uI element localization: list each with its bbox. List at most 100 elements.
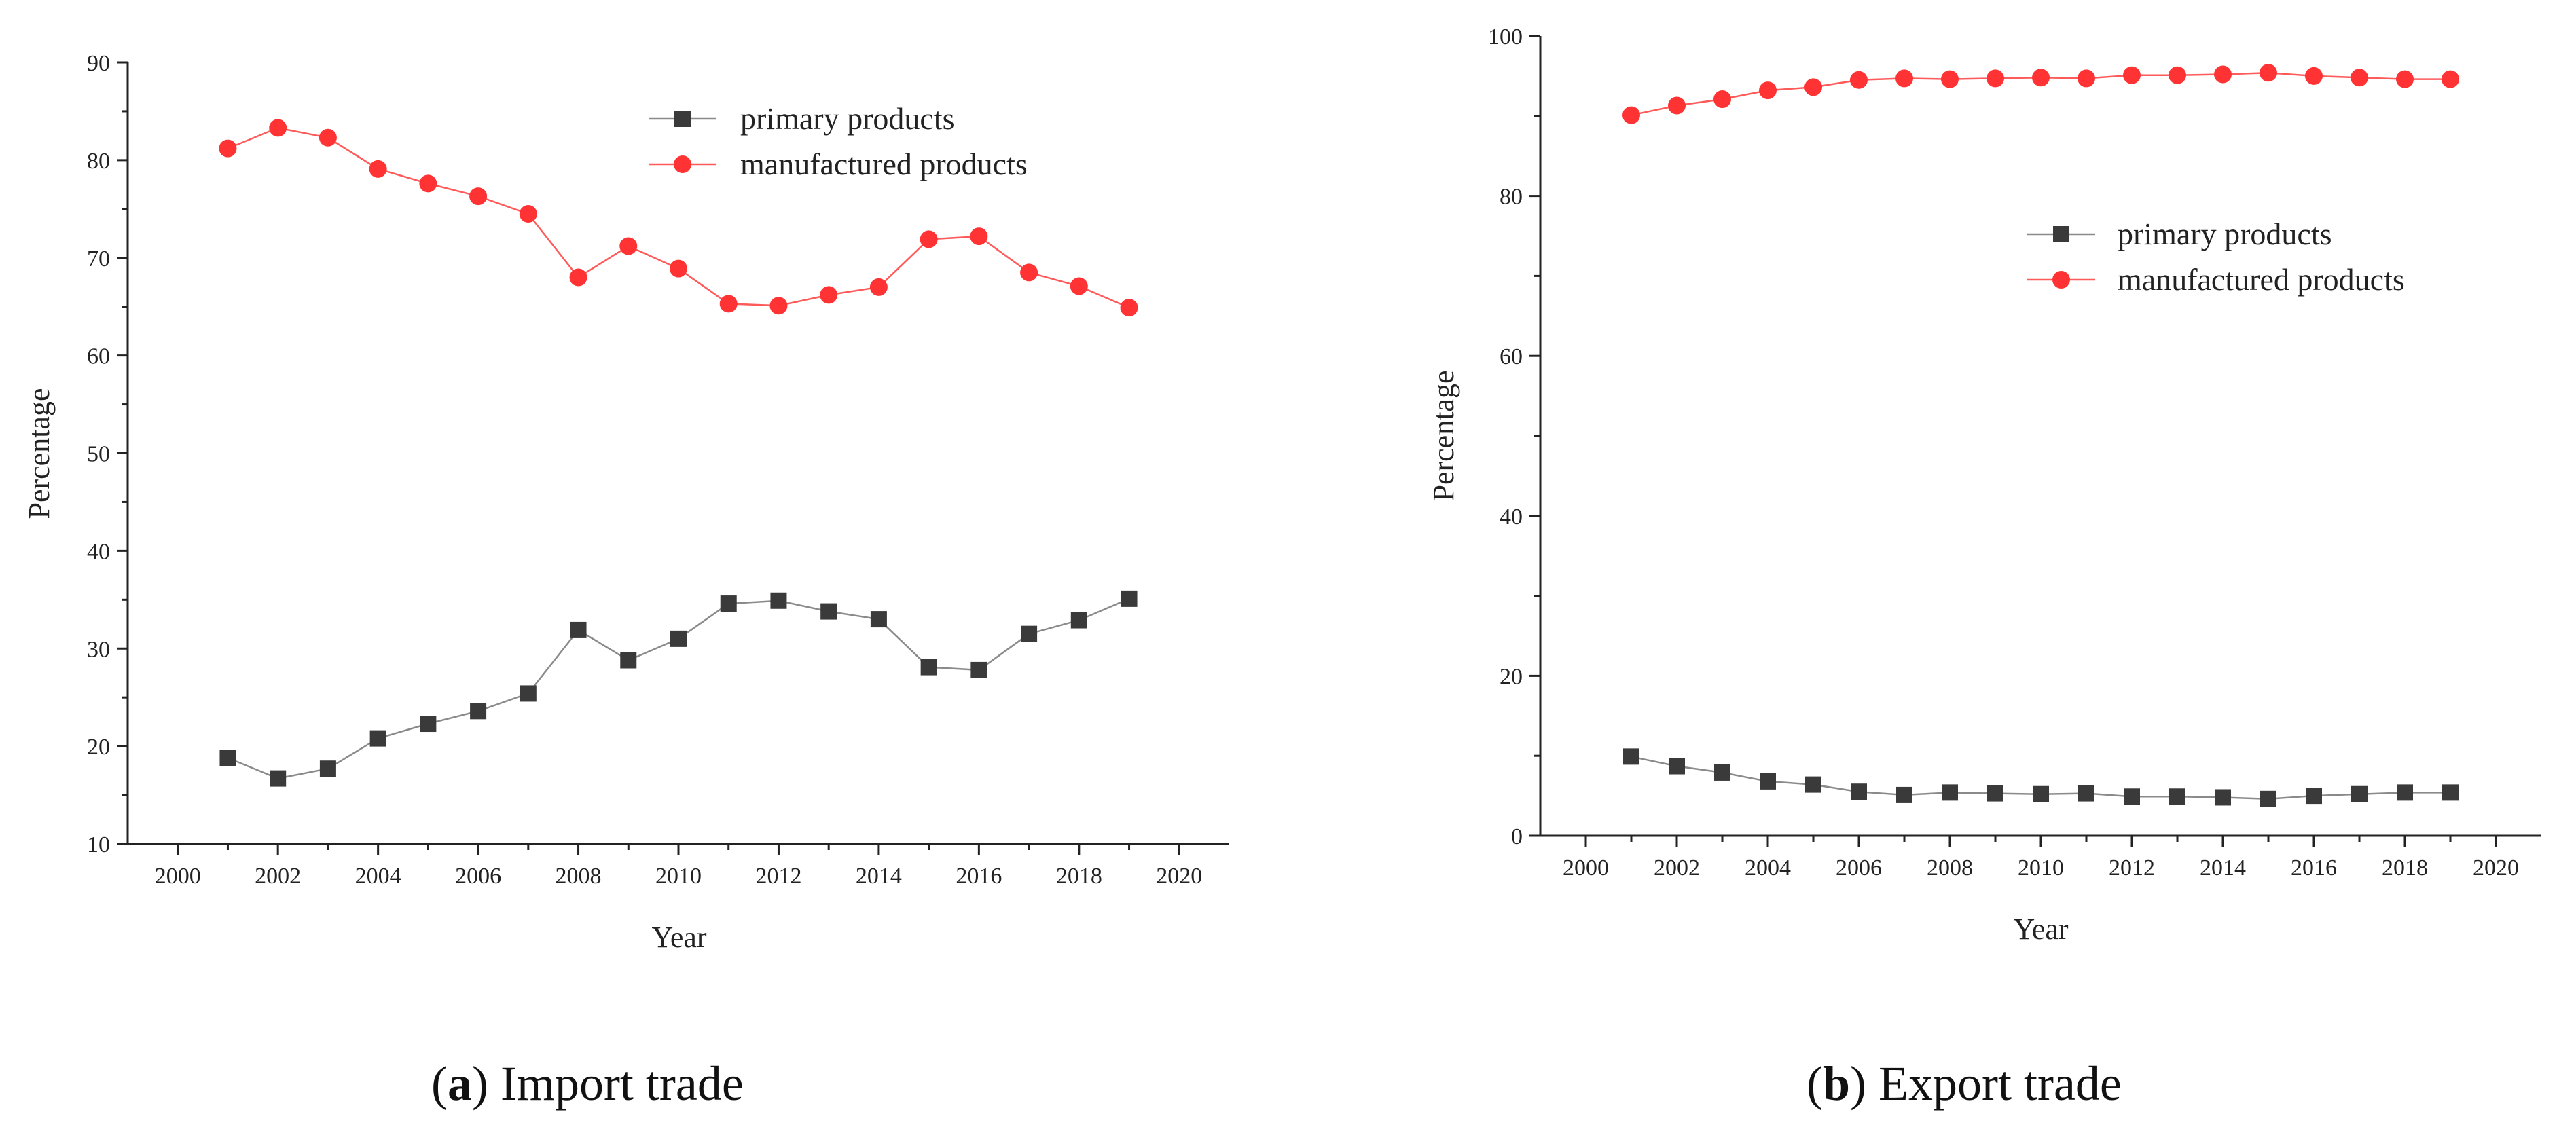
b-x-tick-label: 2000 — [1563, 855, 1609, 881]
b-primary-point — [1896, 786, 1912, 803]
b-y-tick-label: 0 — [1511, 824, 1523, 849]
b-legend-label-1: manufactured products — [2118, 262, 2405, 297]
a-manufactured-point — [319, 128, 337, 147]
b-primary-point — [2442, 784, 2459, 801]
b-primary-point — [1942, 784, 1958, 801]
b-manufactured-point — [1987, 69, 2004, 88]
a-primary-point — [570, 621, 587, 638]
b-y-tick-label: 100 — [1488, 24, 1523, 50]
a-manufactured-point — [219, 139, 237, 158]
a-manufactured-point — [519, 205, 537, 223]
a-primary-point — [219, 750, 236, 766]
b-manufactured-point — [2260, 64, 2277, 82]
a-x-tick-label: 2020 — [1156, 864, 1202, 889]
a-manufactured-point — [970, 227, 988, 246]
a-legend-label-0: primary products — [740, 101, 955, 136]
b-manufactured-point — [1804, 78, 1822, 96]
caption-a-letter: a — [447, 1056, 472, 1111]
b-manufactured-point — [2351, 69, 2368, 87]
a-x-tick-label: 2002 — [255, 864, 301, 889]
b-primary-point — [1851, 783, 1867, 800]
a-primary-point — [319, 760, 336, 777]
a-manufactured-point — [1020, 263, 1038, 282]
b-primary-point — [1714, 764, 1730, 781]
a-manufactured-point — [769, 297, 788, 315]
export-trade-chart: 0 20 40 60 80 100 2000 2002 2004 2006 2008 2010 2012… — [1427, 24, 2541, 946]
b-manufactured-point — [2305, 67, 2323, 85]
b-manufactured-point — [2169, 66, 2186, 84]
a-manufactured-point — [820, 286, 838, 304]
b-x-tick-label: 2020 — [2473, 855, 2519, 881]
a-primary-point — [920, 659, 937, 676]
caption-a: (a) Import trade — [431, 1056, 744, 1111]
a-x-tick-label: 2008 — [556, 864, 602, 889]
a-y-tick-label: 60 — [87, 344, 110, 369]
a-primary-point — [870, 611, 887, 628]
b-manufactured-point — [2123, 66, 2141, 84]
a-y-tick-label: 20 — [87, 735, 110, 760]
a-primary-point — [1121, 590, 1138, 607]
a-manufactured-point — [419, 174, 437, 193]
b-primary-point — [2033, 785, 2049, 802]
b-primary-point — [1623, 748, 1639, 765]
b-manufactured-point — [1759, 81, 1777, 100]
a-manufactured-point — [569, 268, 587, 286]
b-y-tick-label: 20 — [1500, 664, 1523, 689]
b-x-tick-label: 2004 — [1745, 855, 1791, 881]
b-x-tick-label: 2006 — [1836, 855, 1882, 881]
b-manufactured-point — [2214, 65, 2232, 84]
caption-b: (b) Export trade — [1807, 1056, 2122, 1111]
a-manufactured-point — [719, 295, 738, 313]
a-y-tick-label: 80 — [87, 149, 110, 174]
b-y-tick-label: 60 — [1500, 344, 1523, 369]
a-manufactured-point — [469, 187, 488, 206]
b-primary-point — [1805, 776, 1821, 793]
caption-a-text: Import trade — [488, 1056, 744, 1111]
a-primary-point — [470, 703, 487, 720]
a-legend-marker-1 — [674, 155, 691, 173]
a-primary-point — [770, 592, 787, 609]
a-series-line-0 — [228, 597, 1129, 779]
b-x-tick-label: 2014 — [2200, 855, 2246, 881]
a-y-tick-label: 30 — [87, 637, 110, 662]
a-manufactured-point — [269, 119, 287, 137]
b-manufactured-point — [1941, 70, 1959, 88]
a-manufactured-point — [920, 230, 938, 248]
a-primary-point — [1070, 612, 1087, 629]
b-manufactured-point — [1668, 96, 1686, 115]
b-primary-point — [2215, 789, 2231, 806]
a-primary-point — [720, 595, 737, 612]
b-primary-point — [2351, 785, 2368, 802]
caption-b-letter: b — [1822, 1056, 1851, 1111]
b-primary-point — [2169, 788, 2185, 805]
a-x-tick-label: 2016 — [956, 864, 1002, 889]
a-legend-marker-0 — [674, 111, 691, 127]
a-x-axis-title: Year — [651, 921, 706, 954]
a-primary-point — [1021, 625, 1038, 642]
b-manufactured-point — [2078, 69, 2095, 88]
b-legend-label-0: primary products — [2118, 217, 2332, 251]
a-manufactured-point — [670, 259, 687, 278]
b-x-tick-label: 2018 — [2382, 855, 2428, 881]
a-y-tick-label: 90 — [87, 51, 110, 76]
a-y-axis-title: Percentage — [22, 388, 56, 519]
b-x-tick-label: 2012 — [2109, 855, 2155, 881]
a-y-tick-label: 10 — [87, 832, 110, 857]
b-x-tick-label: 2010 — [2018, 855, 2064, 881]
a-y-tick-label: 40 — [87, 539, 110, 564]
a-x-tick-label: 2018 — [1056, 864, 1102, 889]
a-primary-point — [420, 716, 437, 733]
a-manufactured-point — [869, 278, 888, 296]
b-manufactured-point — [1713, 90, 1731, 109]
b-y-axis-title: Percentage — [1427, 371, 1460, 502]
a-x-tick-label: 2014 — [856, 864, 902, 889]
b-manufactured-point — [2396, 70, 2414, 88]
b-legend-marker-0 — [2053, 226, 2069, 242]
a-x-tick-label: 2004 — [355, 864, 401, 889]
b-primary-point — [2397, 784, 2413, 801]
b-manufactured-point — [1850, 71, 1868, 89]
b-manufactured-point — [1895, 69, 1913, 88]
b-manufactured-point — [1622, 106, 1640, 124]
a-manufactured-point — [1070, 277, 1088, 295]
